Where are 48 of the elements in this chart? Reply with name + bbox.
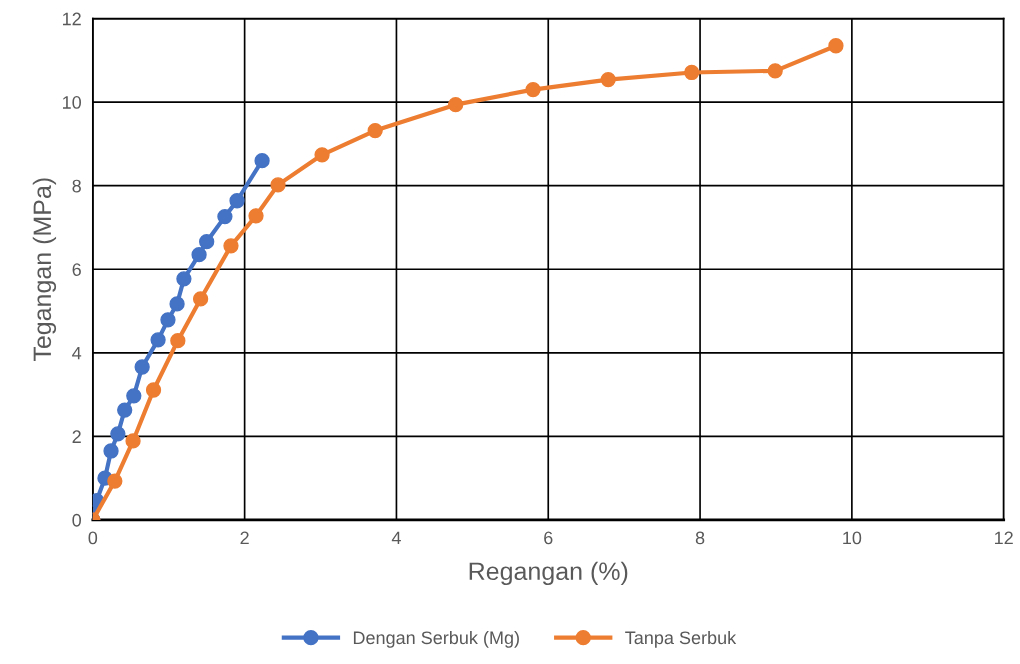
point [126,388,142,404]
x-tick-label: 12 [995,531,1013,545]
point [145,382,162,398]
point [525,81,541,98]
point [314,147,330,163]
point [134,359,150,375]
x-tick-label: 10 [843,531,862,545]
point [367,122,383,139]
y-tick-label: 0 [72,513,81,527]
point [125,433,141,449]
point [110,426,126,442]
x-tick-label: 0 [88,531,98,545]
point [248,208,264,224]
point [223,238,239,254]
y-tick-label: 10 [63,96,81,109]
x-tick-label: 4 [391,531,401,545]
point [191,246,207,263]
point [199,234,215,250]
point [176,271,192,287]
point [254,152,270,169]
x-tick-label: 2 [240,531,249,545]
point [169,296,185,312]
point [684,64,700,81]
point [828,38,844,54]
point [270,177,286,193]
point [229,193,245,209]
y-tick-label: 2 [72,430,81,443]
y-tick-label: 12 [63,12,81,26]
y-tick-label: 6 [72,263,81,276]
point [192,291,209,307]
y-axis-title: Tegangan (MPa) [32,178,57,362]
y-tick-label: 8 [72,179,81,193]
point [448,97,464,113]
point [107,473,123,489]
point [160,312,176,328]
x-tick-label: 8 [695,531,705,545]
legend-label: Tanpa Serbuk [625,630,737,648]
point [217,208,233,225]
point [600,71,616,88]
point [170,333,186,349]
point [103,443,119,459]
x-tick-label: 6 [544,531,553,545]
legend-label: Dengan Serbuk (Mg) [353,630,519,648]
point [150,332,166,348]
x-axis-title: Regangan (%) [469,561,628,586]
y-tick-label: 4 [72,346,82,360]
point [117,402,133,418]
point [767,63,783,79]
